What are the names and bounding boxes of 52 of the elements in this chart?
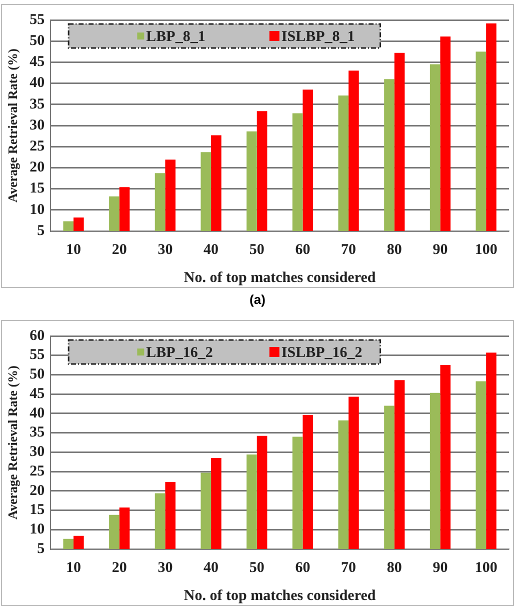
x-tick-label: 50 [249,560,264,576]
y-tick-label: 45 [30,386,45,402]
y-tick-label: 55 [30,12,45,28]
x-tick-label: 40 [204,560,219,576]
y-tick-label: 15 [30,180,45,197]
y-tick-label: 45 [30,54,45,70]
legend-label: LBP_16_2 [146,344,213,361]
x-axis-title: No. of top matches considered [184,270,376,286]
x-tick-label: 70 [341,242,356,258]
x-axis-title: No. of top matches considered [184,588,376,604]
y-tick-label: 10 [30,522,45,538]
x-tick-label: 10 [66,560,82,576]
y-tick-label: 35 [30,96,45,112]
x-tick-label: 30 [158,242,173,258]
legend-label: ISLBP_16_2 [281,344,362,361]
x-tick-label: 80 [386,560,402,576]
y-axis-title: Average Retrieval Rate (%) [5,48,20,202]
x-tick-label: 50 [249,242,264,258]
x-tick-label: 90 [432,242,448,258]
x-tick-label: 60 [295,560,310,576]
text: (a) [248,291,266,309]
y-tick-label: 30 [30,444,45,460]
y-tick-label: 40 [30,405,45,422]
y-tick-label: 5 [37,222,45,239]
legend-label: LBP_8_1 [146,28,206,45]
x-tick-label: 10 [66,242,82,258]
x-tick-label: 100 [474,560,498,576]
y-tick-label: 50 [30,32,45,49]
x-tick-label: 20 [112,560,127,576]
y-tick-label: 20 [30,160,45,176]
x-tick-label: 60 [295,242,310,258]
y-tick-label: 50 [30,366,45,383]
y-tick-label: 55 [30,347,45,364]
legend-label: ISLBP_8_1 [281,28,355,45]
y-tick-label: 15 [30,502,45,518]
x-tick-label: 40 [204,242,219,258]
y-tick-label: 25 [30,138,45,154]
y-tick-label: 40 [30,75,45,92]
y-tick-label: 10 [30,202,45,218]
x-tick-label: 100 [474,242,498,258]
x-tick-label: 20 [112,242,127,258]
y-tick-label: 25 [30,463,45,480]
x-tick-label: 90 [432,560,448,576]
y-tick-label: 60 [30,328,45,344]
x-tick-label: 30 [158,560,173,576]
y-tick-label: 30 [30,117,45,134]
y-tick-label: 20 [30,482,45,499]
y-tick-label: 5 [37,540,45,557]
y-tick-label: 35 [30,424,45,441]
x-tick-label: 80 [386,242,402,258]
x-tick-label: 70 [341,560,356,576]
y-axis-title: Average Retrieval Rate (%) [5,366,20,520]
